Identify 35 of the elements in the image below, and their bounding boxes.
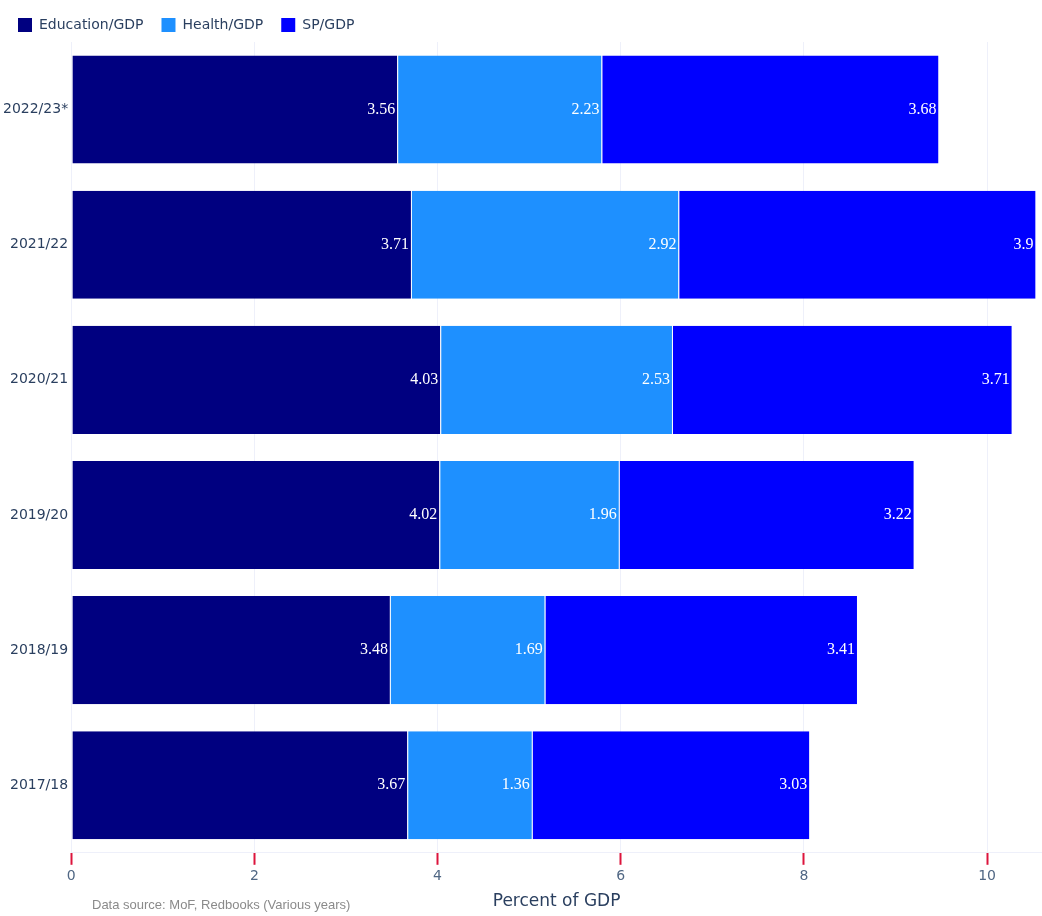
data-label: 1.96 [588,505,617,523]
data-label: 3.71 [380,234,409,252]
legend-label: Health/GDP [182,15,264,32]
data-label: 2.92 [648,234,677,252]
x-tick-label: 2 [249,866,259,883]
data-label: 4.03 [410,370,439,388]
data-label: 4.02 [409,505,438,523]
y-tick-label: 2017/18 [9,775,69,792]
x-tick-label: 0 [66,866,76,883]
y-tick-label: 2022/23* [2,100,69,117]
data-label: 3.71 [981,370,1010,388]
legend-label: Education/GDP [39,15,144,32]
source-note: Data source: MoF, Redbooks (Various years) [92,897,351,913]
y-tick-label: 2021/22 [9,235,69,252]
data-label: 3.48 [359,640,388,658]
x-tick-label: 8 [799,866,809,883]
data-label: 3.22 [883,505,912,523]
data-label: 1.36 [501,775,530,793]
data-label: 3.9 [1013,234,1034,252]
y-tick-label: 2018/19 [9,640,69,657]
data-label: 2.23 [571,99,600,117]
y-tick-label: 2019/20 [9,505,69,522]
data-label: 3.67 [377,775,406,793]
x-tick-label: 6 [616,866,626,883]
x-tick-label: 10 [978,866,996,883]
data-label: 3.68 [908,99,937,117]
x-axis-title: Percent of GDP [492,890,621,911]
data-label: 2.53 [641,370,670,388]
data-label: 3.03 [779,775,808,793]
y-tick-label: 2020/21 [9,370,69,387]
legend-label: SP/GDP [302,15,355,32]
data-label: 3.41 [826,640,855,658]
data-label: 1.69 [514,640,543,658]
x-tick-label: 4 [433,866,443,883]
data-label: 3.56 [367,99,396,117]
